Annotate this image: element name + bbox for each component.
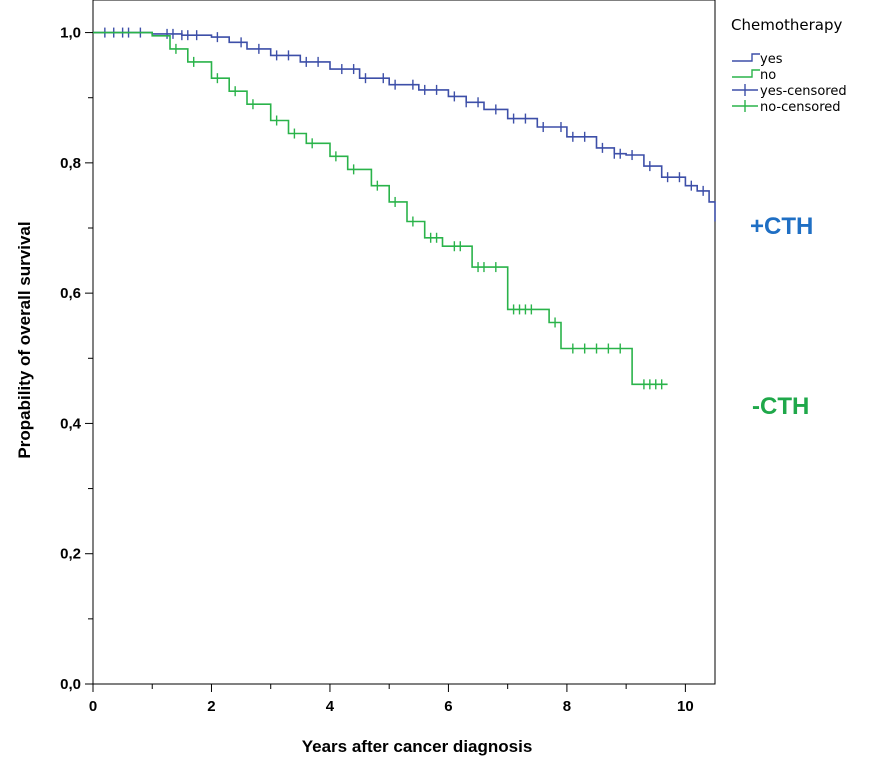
legend-entry-no-censored: no-censored	[732, 100, 841, 115]
legend-line-swatch	[732, 53, 760, 62]
series-line-no	[93, 31, 668, 386]
x-tick-label: 8	[563, 698, 571, 715]
y-tick-label: 0,2	[60, 546, 81, 563]
legend-entry-yes-censored: yes-censored	[732, 84, 847, 99]
y-tick-label: 0,8	[60, 155, 81, 172]
y-tick-label: 0,6	[60, 285, 81, 302]
x-tick-label: 10	[677, 698, 694, 715]
legend-label: no-censored	[760, 100, 841, 115]
legend-line-swatch	[732, 69, 760, 78]
plot-border	[92, 0, 716, 685]
y-axis-title: Propability of overall survival	[15, 221, 34, 458]
x-tick-label: 4	[326, 698, 335, 715]
x-axis: 0 2 4 6 8 10	[89, 684, 694, 715]
annotation-minus-cth: -CTH	[752, 393, 809, 420]
x-tick-label: 2	[207, 698, 215, 715]
x-tick-label: 0	[89, 698, 97, 715]
y-axis: 0,0 0,2 0,4 0,6 0,8 1,0	[60, 25, 93, 693]
legend-entry-yes: yes	[732, 52, 783, 67]
plot-area	[92, 0, 716, 685]
series-no	[93, 31, 668, 390]
legend: Chemotherapy yesnoyes-censoredno-censore…	[731, 16, 847, 115]
legend-label: yes-censored	[760, 84, 847, 99]
annotation-plus-cth: +CTH	[750, 213, 813, 240]
series-line-yes	[93, 31, 716, 222]
x-tick-label: 6	[444, 698, 452, 715]
x-axis-title: Years after cancer diagnosis	[302, 737, 533, 756]
legend-entry-no: no	[732, 68, 776, 83]
y-tick-label: 1,0	[60, 25, 81, 42]
legend-label: no	[760, 68, 776, 83]
series-layer	[93, 27, 716, 390]
series-yes	[93, 27, 716, 222]
legend-label: yes	[760, 52, 783, 67]
y-tick-label: 0,0	[60, 676, 81, 693]
y-tick-label: 0,4	[60, 415, 82, 432]
legend-title: Chemotherapy	[731, 16, 842, 34]
